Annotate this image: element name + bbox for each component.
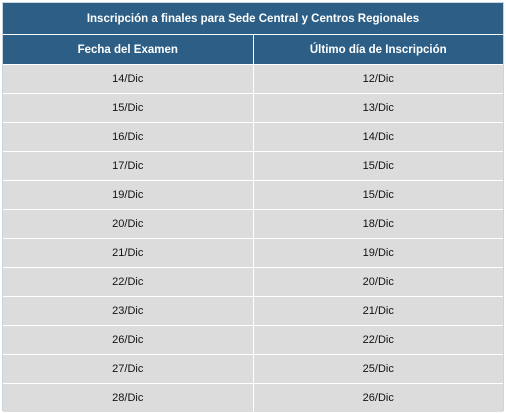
last-registration-day-cell: 26/Dic xyxy=(252,384,503,412)
exam-date-cell: 26/Dic xyxy=(3,326,253,354)
last-registration-day-cell: 15/Dic xyxy=(252,152,503,180)
table-row: 17/Dic 15/Dic xyxy=(3,151,503,180)
exam-date-cell: 27/Dic xyxy=(3,355,253,383)
last-registration-day-cell: 21/Dic xyxy=(252,297,503,325)
column-header-exam-date: Fecha del Examen xyxy=(3,35,253,64)
exam-date-cell: 21/Dic xyxy=(3,239,253,267)
last-registration-day-cell: 14/Dic xyxy=(252,123,503,151)
table-row: 26/Dic 22/Dic xyxy=(3,325,503,354)
table-row: 14/Dic 12/Dic xyxy=(3,64,503,93)
last-registration-day-cell: 22/Dic xyxy=(252,326,503,354)
table-row: 19/Dic 15/Dic xyxy=(3,180,503,209)
exam-date-cell: 28/Dic xyxy=(3,384,253,412)
table-header-row: Fecha del Examen Último día de Inscripci… xyxy=(3,35,503,64)
last-registration-day-cell: 19/Dic xyxy=(252,239,503,267)
last-registration-day-cell: 15/Dic xyxy=(252,181,503,209)
table-row: 23/Dic 21/Dic xyxy=(3,296,503,325)
last-registration-day-cell: 20/Dic xyxy=(252,268,503,296)
table-row: 27/Dic 25/Dic xyxy=(3,354,503,383)
table-row: 15/Dic 13/Dic xyxy=(3,93,503,122)
exam-date-cell: 20/Dic xyxy=(3,210,253,238)
last-registration-day-cell: 18/Dic xyxy=(252,210,503,238)
exam-date-cell: 15/Dic xyxy=(3,94,253,122)
exam-date-cell: 22/Dic xyxy=(3,268,253,296)
table-title: Inscripción a finales para Sede Central … xyxy=(3,3,503,35)
exam-date-cell: 17/Dic xyxy=(3,152,253,180)
exam-date-cell: 19/Dic xyxy=(3,181,253,209)
table-row: 28/Dic 26/Dic xyxy=(3,383,503,412)
exam-date-cell: 23/Dic xyxy=(3,297,253,325)
column-header-last-registration-day: Último día de Inscripción xyxy=(252,35,503,64)
last-registration-day-cell: 13/Dic xyxy=(252,94,503,122)
last-registration-day-cell: 12/Dic xyxy=(252,65,503,93)
table-row: 20/Dic 18/Dic xyxy=(3,209,503,238)
table-row: 16/Dic 14/Dic xyxy=(3,122,503,151)
last-registration-day-cell: 25/Dic xyxy=(252,355,503,383)
table-body: 14/Dic 12/Dic 15/Dic 13/Dic 16/Dic 14/Dic 17/D… xyxy=(3,64,503,412)
table-row: 21/Dic 19/Dic xyxy=(3,238,503,267)
table-row: 22/Dic 20/Dic xyxy=(3,267,503,296)
exam-date-cell: 16/Dic xyxy=(3,123,253,151)
exam-date-cell: 14/Dic xyxy=(3,65,253,93)
